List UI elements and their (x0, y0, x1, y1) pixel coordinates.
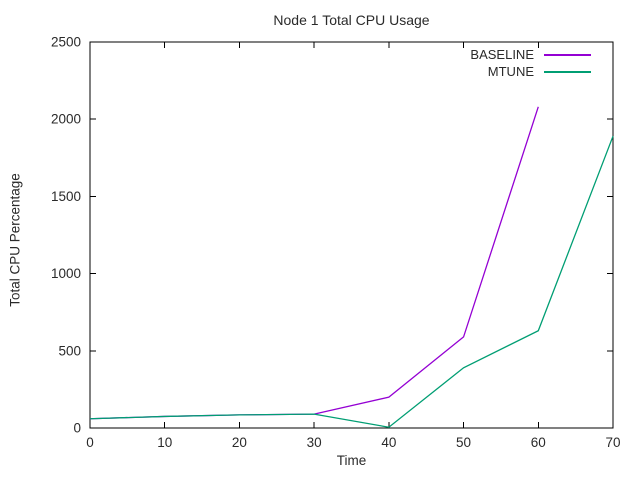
legend-line-baseline (544, 54, 591, 56)
y-tick-label: 0 (73, 421, 81, 436)
legend-entry-mtune: MTUNE (470, 65, 591, 79)
series-line-mtune (89, 135, 614, 428)
legend-label-baseline: BASELINE (470, 47, 534, 62)
x-tick-label: 60 (531, 435, 546, 450)
legend: BASELINE MTUNE (470, 48, 591, 79)
x-tick-label: 30 (307, 435, 322, 450)
x-tick-label: 70 (605, 435, 620, 450)
legend-line-mtune (544, 71, 591, 73)
legend-label-mtune: MTUNE (487, 64, 534, 79)
y-tick-label: 1000 (51, 266, 81, 281)
x-tick-label: 50 (456, 435, 471, 450)
plot-border (89, 41, 614, 429)
y-axis-label: Total CPU Percentage (7, 173, 23, 307)
series-line-baseline (89, 106, 539, 420)
legend-entry-baseline: BASELINE (470, 48, 591, 62)
x-axis-label: Time (336, 453, 367, 468)
x-tick-label: 0 (86, 435, 94, 450)
chart-title: Node 1 Total CPU Usage (273, 12, 430, 28)
x-tick-label: 10 (157, 435, 172, 450)
y-tick-label: 2500 (51, 35, 81, 50)
y-tick-label: 500 (58, 343, 81, 358)
y-tick-label: 2000 (51, 112, 81, 127)
x-tick-label: 20 (232, 435, 247, 450)
y-tick-label: 1500 (51, 189, 81, 204)
x-tick-label: 40 (381, 435, 396, 450)
